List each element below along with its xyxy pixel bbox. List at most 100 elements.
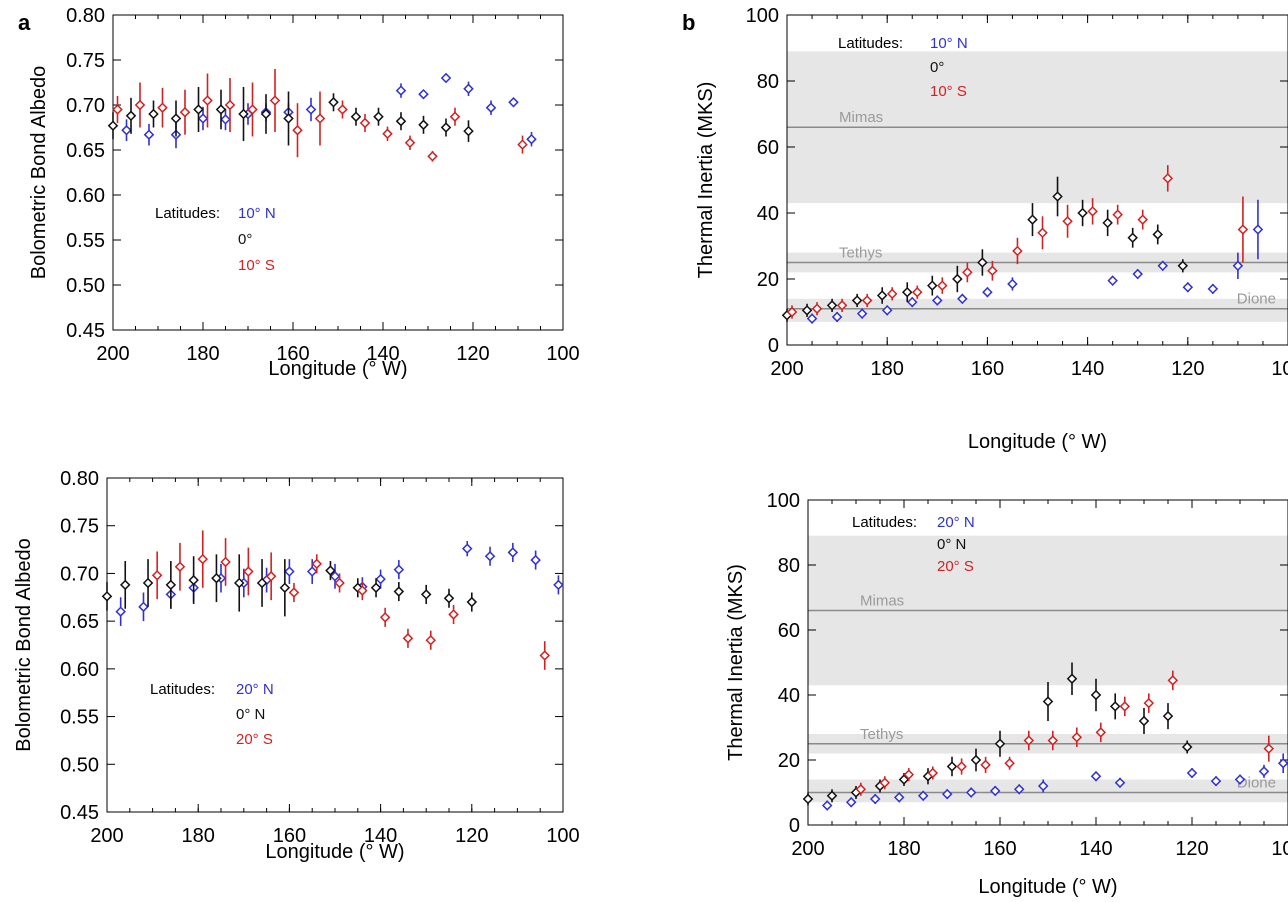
y-tick-label: 0.80 [60,468,99,490]
data-point-marker [851,295,863,306]
x-tick-label: 140 [1079,838,1112,860]
data-point-marker [143,129,155,140]
y-tick-label: 40 [757,203,779,225]
data-point-marker [373,111,384,122]
data-point-marker [517,139,528,150]
data-point-marker [265,571,277,582]
legend-entry-black: 0° N [236,706,265,723]
data-point-marker [1007,278,1018,290]
chart-a-top: 200 180 160 140 120 100 0.45 0.50 0.55 0.60 0.65 0.… [18,5,580,380]
legend-entry-black: 0° [930,59,944,76]
series-red [151,530,551,670]
x-axis-title: Longitude (° W) [978,876,1117,898]
data-point-marker [507,547,519,558]
x-tick-label: 160 [983,838,1016,860]
y-tick-label: 0.55 [60,707,99,729]
series-black [802,662,1193,806]
data-point-marker [220,114,231,125]
data-point-marker [982,286,993,298]
y-tick-label: 0.55 [66,230,105,252]
data-point-marker [876,290,888,301]
legend-title: Latitudes: [838,35,903,52]
data-point-marker [893,792,905,803]
data-point-marker [449,111,461,122]
data-point-marker [906,296,918,308]
data-point-marker [174,561,186,573]
data-point-marker [1004,757,1015,769]
data-point-marker [932,295,943,306]
reference-label-dione: Dione [1237,291,1276,308]
y-tick-label: 80 [757,71,779,93]
data-point-marker [881,305,893,316]
data-point-marker [836,300,848,311]
data-point-marker [325,565,336,576]
data-point-marker [1037,780,1049,792]
x-tick-label: 180 [887,838,920,860]
data-point-marker [1167,675,1179,686]
data-point-marker [443,592,455,604]
data-point-marker [1066,673,1078,685]
series-black [781,176,1189,322]
data-point-marker [1181,741,1193,753]
data-point-marker [311,558,323,570]
data-point-marker [1087,206,1098,217]
data-point-marker [382,128,393,140]
data-point-marker [1013,783,1025,795]
data-point-marker [485,102,497,113]
x-tick-label: 160 [971,358,1004,380]
x-tick-label: 140 [364,825,397,847]
series-red [855,670,1275,796]
data-point-marker [375,573,386,585]
data-point-marker [539,650,551,661]
data-point-marker [1090,689,1102,701]
data-point-marker [179,106,191,118]
data-point-marker [1234,774,1246,785]
data-point-marker [1042,696,1054,707]
data-point-marker [420,589,432,600]
data-point-marker [980,759,991,771]
x-tick-label: 100 [1271,358,1288,380]
reference-label-tethys: Tethys [839,245,882,262]
y-tick-label: 20 [757,269,779,291]
data-point-marker [306,566,318,577]
data-point-marker [1037,227,1048,239]
y-axis-title: Thermal Inertia (MKS) [725,564,747,761]
data-point-marker [977,257,988,268]
data-point-marker [1237,224,1249,235]
panel-letter: a [18,10,31,35]
data-point-marker [211,572,222,584]
data-point-marker [856,308,868,319]
data-point-marker [927,767,939,779]
data-point-marker [119,579,131,591]
data-point-marker [786,306,798,318]
data-point-marker [1119,701,1131,712]
data-point-marker [125,110,137,122]
data-point-marker [220,556,231,568]
data-point-marker [917,790,929,802]
data-point-marker [801,305,813,316]
legend-entry-red: 10° S [238,257,275,274]
data-point-marker [911,286,923,298]
data-point-marker [337,104,348,115]
y-tick-label: 0.45 [66,320,105,342]
data-point-marker [440,72,452,84]
data-point-marker [107,120,119,131]
data-point-marker [956,761,967,772]
data-point-marker [284,566,295,577]
legend-title: Latitudes: [155,205,220,222]
plot-frame [112,14,564,331]
data-point-marker [806,313,818,324]
data-point-marker [170,113,182,124]
data-point-marker [1077,207,1088,219]
data-point-marker [379,612,391,623]
data-point-marker [197,113,209,124]
data-point-marker [193,104,204,115]
legend-entry-red: 10° S [930,83,967,100]
series-blue [806,199,1264,324]
data-point-marker [1138,715,1150,727]
data-point-marker [402,633,414,644]
data-point-marker [448,609,459,620]
chart-b-bottom: Mimas Tethys Dione 200 180 160 140 120 100 0 20 40 6… [725,490,1288,898]
data-point-marker [1052,191,1063,202]
